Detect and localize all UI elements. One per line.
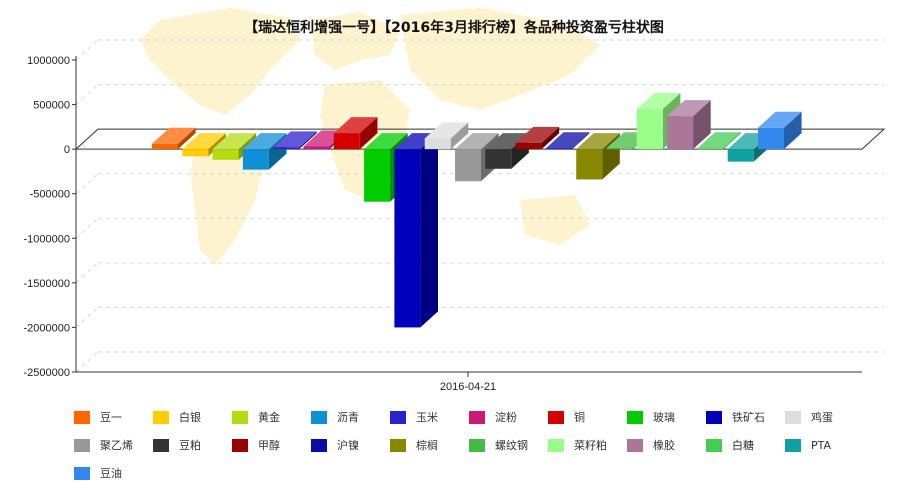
y-tick-label-0: 1000000 (27, 55, 70, 67)
axes (75, 56, 862, 377)
bar-棕榈 (576, 133, 620, 180)
legend-item-白银[interactable]: 白银 (153, 410, 201, 424)
legend-swatch (74, 466, 90, 480)
legend-swatch (74, 410, 90, 424)
legend-item-白糖[interactable]: 白糖 (706, 438, 754, 452)
legend-label: 豆一 (100, 411, 122, 424)
legend-label: 豆油 (100, 467, 122, 480)
legend-item-棕榈[interactable]: 棕榈 (390, 438, 438, 452)
legend-item-豆一[interactable]: 豆一 (74, 410, 122, 424)
legend-label: 聚乙烯 (100, 439, 133, 452)
legend-label: 淀粉 (495, 411, 517, 424)
y-tick-label-5: -1500000 (24, 278, 71, 290)
legend-item-淀粉[interactable]: 淀粉 (469, 410, 517, 424)
legend-swatch (706, 410, 722, 424)
y-tick-label-7: -2500000 (24, 367, 71, 379)
legend-label: 铜 (574, 411, 585, 424)
chart-title: 【瑞达恒利增强一号】【2016年3月排行榜】各品种投资盈亏柱状图 (244, 19, 664, 36)
legend-item-甲醇[interactable]: 甲醇 (232, 438, 280, 452)
legend-swatch (469, 438, 485, 452)
legend-label: 玉米 (416, 411, 438, 424)
legend-item-沥青[interactable]: 沥青 (311, 410, 359, 424)
legend-label: 棕榈 (416, 439, 438, 452)
bar-橡胶 (667, 100, 711, 150)
y-tick-label-2: 0 (64, 144, 70, 156)
bar-豆一 (152, 127, 196, 150)
legend-item-玉米[interactable]: 玉米 (390, 410, 438, 424)
legend-swatch (706, 438, 722, 452)
legend-item-豆油[interactable]: 豆油 (74, 466, 122, 480)
legend-swatch (74, 438, 90, 452)
legend-label: PTA (811, 438, 832, 452)
legend-swatch (311, 410, 327, 424)
legend-swatch (232, 438, 248, 452)
y-tick-label-6: -2000000 (24, 322, 71, 334)
legend-swatch (785, 410, 801, 424)
legend-item-橡胶[interactable]: 橡胶 (627, 438, 675, 452)
legend-swatch (548, 438, 564, 452)
legend-item-铜[interactable]: 铜 (548, 410, 585, 424)
y-axis-ticks: 1000000 500000 0 -500000 -1000000 -1500000 -20… (24, 55, 76, 379)
legend-label: 菜籽粕 (574, 439, 607, 452)
legend-swatch (469, 410, 485, 424)
legend-item-菜籽粕[interactable]: 菜籽粕 (548, 438, 607, 452)
legend-label: 白糖 (732, 439, 754, 452)
legend-swatch (232, 410, 248, 424)
legend-swatch (311, 438, 327, 452)
legend-swatch (627, 410, 643, 424)
bar-沪镍 (545, 132, 590, 150)
bar-鸡蛋 (424, 122, 469, 150)
legend-item-聚乙烯[interactable]: 聚乙烯 (74, 438, 133, 452)
bar-玉米 (273, 131, 317, 150)
legend-item-PTA[interactable]: PTA (785, 438, 831, 452)
y-tick-label-1: 500000 (33, 100, 70, 112)
legend-swatch (390, 410, 406, 424)
legend-label: 豆粕 (179, 439, 201, 452)
y-tick-label-4: -1000000 (24, 233, 71, 245)
legend-swatch (390, 438, 406, 452)
y-tick-label-3: -500000 (30, 189, 70, 201)
bar-铜 (333, 117, 378, 150)
legend-item-铁矿石[interactable]: 铁矿石 (706, 410, 765, 424)
legend-label: 甲醇 (258, 439, 280, 452)
legend-label: 橡胶 (653, 439, 675, 452)
legend-swatch (548, 410, 564, 424)
bars (152, 93, 802, 328)
legend-swatch (153, 410, 169, 424)
legend-label: 螺纹钢 (495, 439, 528, 452)
legend-label: 黄金 (258, 411, 280, 424)
legend-item-黄金[interactable]: 黄金 (232, 410, 280, 424)
legend-label: 铁矿石 (732, 411, 765, 424)
legend-swatch (627, 438, 643, 452)
legend-item-玻璃[interactable]: 玻璃 (627, 410, 675, 424)
legend-item-螺纹钢[interactable]: 螺纹钢 (469, 438, 528, 452)
legend-item-豆粕[interactable]: 豆粕 (153, 438, 201, 452)
bar-铁矿石 (394, 133, 438, 328)
bar-甲醇 (515, 126, 560, 150)
legend-label: 沥青 (337, 411, 359, 424)
bar-白糖 (697, 132, 741, 150)
legend-label: 沪镍 (337, 439, 359, 452)
legend-item-鸡蛋[interactable]: 鸡蛋 (785, 410, 833, 424)
x-axis-category-label: 2016-04-21 (440, 381, 496, 393)
legend-swatch (785, 438, 801, 452)
legend-label: 鸡蛋 (811, 411, 833, 424)
legend-label: 玻璃 (653, 411, 675, 424)
legend-item-沪镍[interactable]: 沪镍 (311, 438, 359, 452)
legend-swatch (153, 438, 169, 452)
legend-label: 白银 (179, 411, 201, 424)
bar-豆油 (758, 111, 802, 150)
